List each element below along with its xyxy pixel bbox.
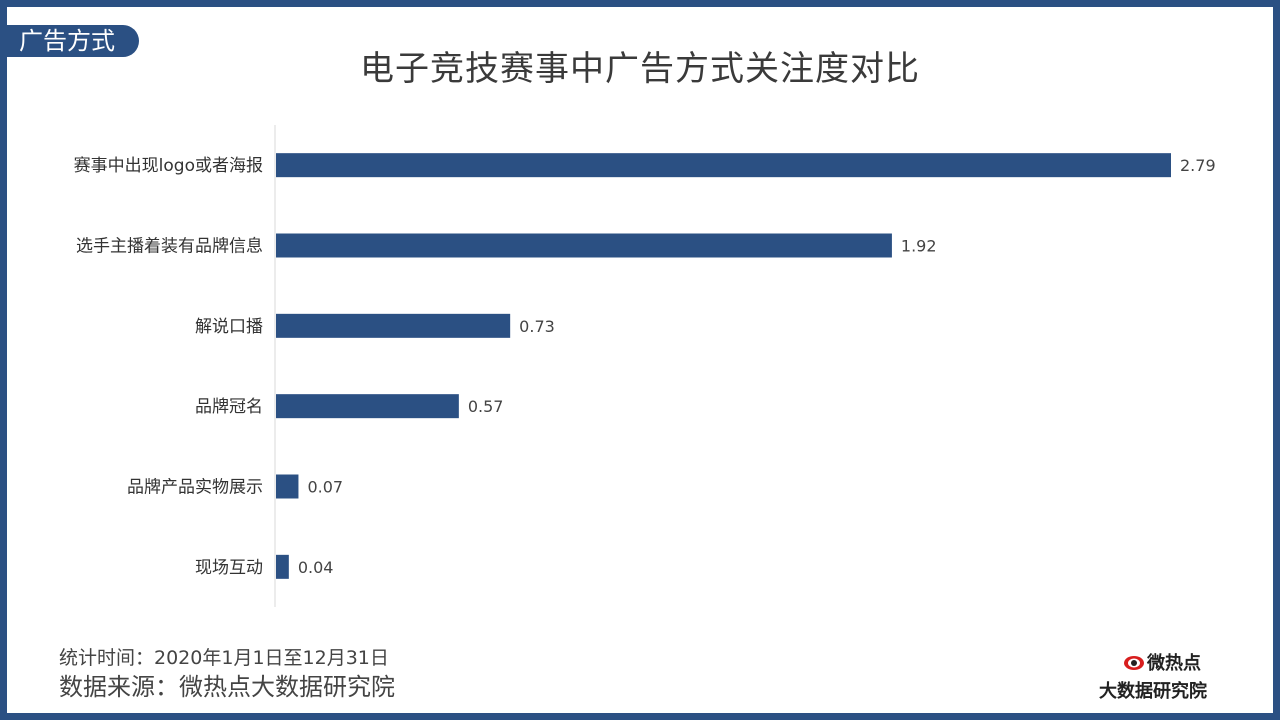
category-label: 品牌产品实物展示 xyxy=(127,478,263,498)
stat-period-note: 统计时间：2020年1月1日至12月31日 xyxy=(59,647,389,669)
bar xyxy=(276,153,1171,178)
bar xyxy=(276,233,892,258)
bar xyxy=(276,313,511,338)
bar-chart: 赛事中出现logo或者海报 2.79 选手主播着装有品牌信息 1.92 解说口播 0.73… xyxy=(74,125,1216,607)
bar xyxy=(276,474,299,499)
category-label: 选手主播着装有品牌信息 xyxy=(76,237,263,257)
category-label: 赛事中出现logo或者海报 xyxy=(74,155,263,176)
data-label: 0.07 xyxy=(307,478,343,497)
data-label: 0.73 xyxy=(519,317,555,336)
bar xyxy=(276,394,459,419)
data-label: 2.79 xyxy=(1180,156,1216,175)
data-label: 1.92 xyxy=(901,237,937,256)
logo-line1: 微热点 xyxy=(1147,653,1201,674)
data-label: 0.57 xyxy=(468,397,504,416)
category-label: 品牌冠名 xyxy=(195,397,263,417)
category-label: 现场互动 xyxy=(195,558,263,578)
notes: 统计时间：2020年1月1日至12月31日 数据来源：微热点大数据研究院 xyxy=(59,645,395,703)
category-label: 解说口播 xyxy=(195,317,263,337)
eye-logo-icon xyxy=(1124,656,1144,670)
chart-title: 电子竞技赛事中广告方式关注度对比 xyxy=(360,49,920,89)
logo-line2: 大数据研究院 xyxy=(1099,681,1207,702)
data-source-note: 数据来源：微热点大数据研究院 xyxy=(59,673,395,701)
bar xyxy=(276,554,289,579)
data-label: 0.04 xyxy=(298,558,334,577)
section-tag: 广告方式 xyxy=(7,25,139,57)
slide-panel: 广告方式 电子竞技赛事中广告方式关注度对比 赛事中出现logo或者海报 2.79 选… xyxy=(7,7,1273,713)
logo: 微热点 大数据研究院 xyxy=(1099,647,1239,703)
